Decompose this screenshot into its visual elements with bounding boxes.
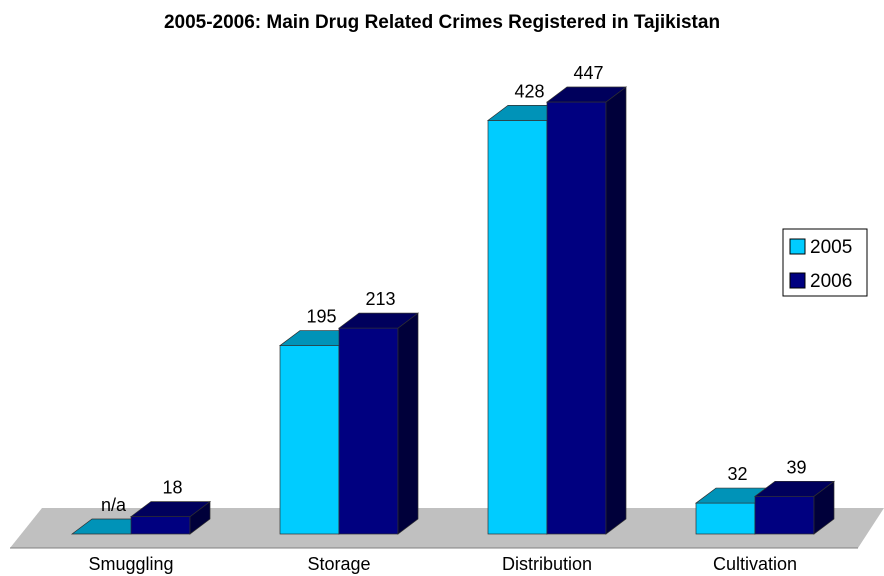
legend-label-2006: 2006 [810, 271, 852, 292]
bar-storage-2006 [337, 312, 420, 535]
chart-title: 2005-2006: Main Drug Related Crimes Regi… [164, 12, 720, 33]
category-label-storage: Storage [307, 554, 370, 574]
chart-floor [10, 508, 884, 548]
category-label-cultivation: Cultivation [713, 554, 797, 574]
data-label-storage-2006: 213 [365, 289, 395, 309]
data-label-distribution-2006: 447 [573, 63, 603, 83]
legend-swatch-2006 [789, 272, 806, 289]
data-label-distribution-2005: 428 [514, 81, 544, 101]
category-label-smuggling: Smuggling [88, 554, 173, 574]
legend-label-2005: 2005 [810, 237, 852, 258]
legend: 2005 2006 [782, 228, 868, 297]
data-label-cultivation-2006: 39 [786, 457, 806, 477]
bar-distribution-2006 [545, 86, 628, 535]
data-label-smuggling-2005: n/a [101, 495, 127, 515]
bar-smuggling-2006 [129, 500, 212, 535]
legend-swatch-2005 [789, 238, 806, 255]
data-label-storage-2005: 195 [306, 307, 336, 327]
bar-cultivation-2006 [753, 480, 836, 535]
data-label-cultivation-2005: 32 [727, 464, 747, 484]
category-label-distribution: Distribution [502, 554, 592, 574]
data-label-smuggling-2006: 18 [162, 478, 182, 498]
